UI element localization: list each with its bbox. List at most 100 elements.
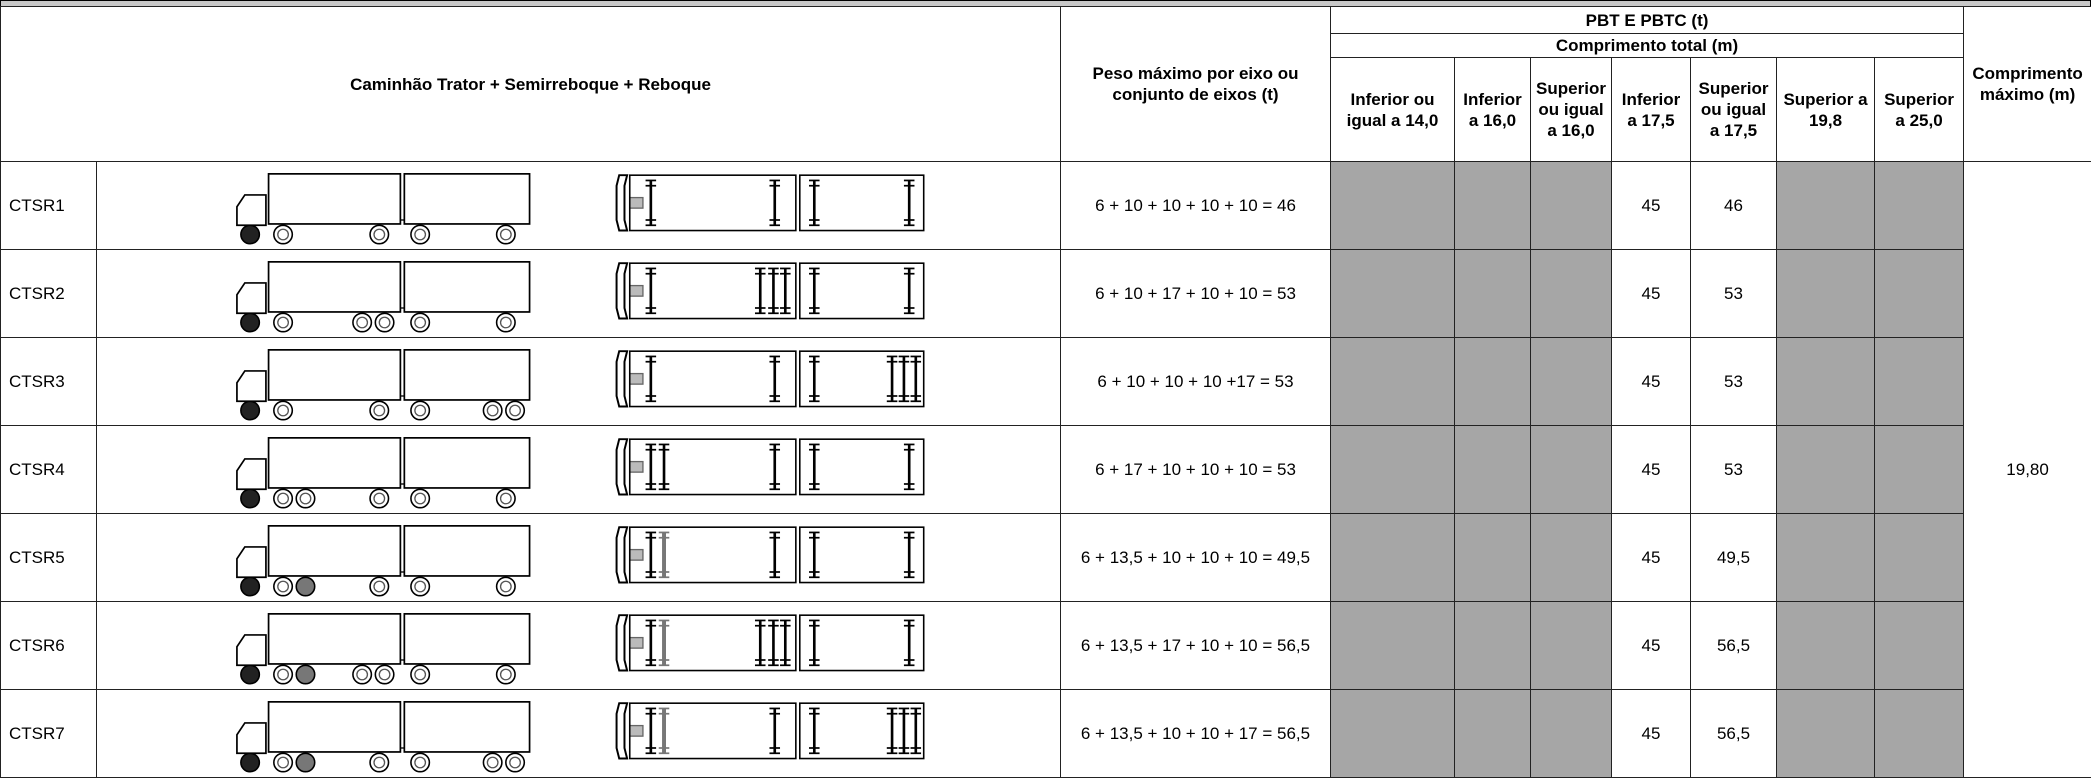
length-column-header: Superior ou igual a 16,0	[1530, 57, 1612, 162]
vehicle-part	[373, 404, 386, 417]
vehicle-part	[277, 580, 289, 593]
vehicle-part	[273, 224, 294, 245]
vehicle-part	[356, 316, 369, 329]
weight-formula: 6 + 13,5 + 10 + 10 + 10 = 49,5	[1060, 513, 1331, 602]
empty-cell	[1330, 249, 1455, 338]
max-length-header: Comprimento máximo (m)	[1963, 6, 2091, 162]
empty-cell	[1454, 425, 1531, 514]
empty-cell	[1330, 513, 1455, 602]
vehicle-part	[236, 546, 267, 579]
empty-cell	[1330, 337, 1455, 426]
vehicle-top	[799, 262, 925, 320]
empty-cell	[1873, 601, 1965, 690]
length-column-header: Superior a 25,0	[1873, 57, 1965, 162]
table-row: CTSR2 6 + 10 + 17 + 10 + 10 = 53 45 53	[0, 249, 2091, 338]
vehicle-part	[240, 224, 261, 245]
table-row: CTSR3 6 + 10 + 10 + 10 +17 = 53 45 53	[0, 337, 2091, 426]
diagram-svg	[236, 173, 925, 245]
vehicle-part	[482, 752, 503, 773]
vehicle-top	[799, 614, 925, 672]
vehicle-diagram	[96, 513, 1061, 602]
vehicle-part	[374, 664, 395, 685]
vehicle-top	[629, 636, 644, 649]
pbt-header: PBT E PBTC (t)	[1329, 6, 1965, 34]
vehicle-part	[403, 173, 531, 225]
empty-cell	[1454, 161, 1531, 250]
vehicle-part	[410, 488, 431, 509]
table-row: CTSR6 6 + 13,5 + 17 + 10 + 10 = 56,5 45 56,…	[0, 601, 2091, 690]
vehicle-top	[615, 174, 629, 232]
vehicle-part	[505, 400, 526, 421]
vehicle-top	[628, 702, 797, 760]
vehicle-part	[273, 664, 294, 685]
vehicle-part	[373, 580, 386, 593]
vehicle-top	[799, 174, 925, 232]
vehicle-part	[414, 404, 427, 417]
vehicle-part	[273, 752, 294, 773]
empty-cell	[1873, 161, 1965, 250]
vehicle-part	[373, 756, 386, 769]
vehicle-part	[295, 488, 316, 509]
weight-formula: 6 + 10 + 10 + 10 + 10 = 46	[1060, 161, 1331, 250]
weight-formula: 6 + 13,5 + 10 + 10 + 17 = 56,5	[1060, 689, 1331, 778]
vehicle-part	[414, 580, 427, 593]
vehicle-part	[495, 576, 516, 597]
vehicle-part	[299, 492, 312, 505]
vehicle-part	[273, 576, 294, 597]
empty-cell	[1330, 689, 1455, 778]
vehicle-part	[373, 492, 386, 505]
pbt-from-17-5: 53	[1690, 337, 1777, 426]
vehicle-part	[369, 488, 390, 509]
vehicle-part	[267, 525, 402, 577]
empty-cell	[1873, 249, 1965, 338]
empty-cell	[1330, 601, 1455, 690]
empty-cell	[1454, 601, 1531, 690]
vehicle-part	[352, 664, 373, 685]
length-column-header: Inferior ou igual a 14,0	[1330, 57, 1455, 162]
length-column-header: Inferior a 16,0	[1454, 57, 1531, 162]
vehicle-part	[414, 228, 427, 241]
vehicle-part	[240, 576, 261, 597]
vehicle-part	[240, 752, 261, 773]
vehicle-part	[277, 316, 289, 329]
diagram-svg	[236, 349, 925, 421]
diagram-svg	[236, 437, 925, 509]
empty-cell	[1530, 161, 1612, 250]
vehicle-part	[236, 458, 267, 491]
pbt-below-17-5: 45	[1611, 601, 1691, 690]
empty-cell	[1776, 249, 1875, 338]
pbt-below-17-5: 45	[1611, 425, 1691, 514]
vehicle-part	[410, 576, 431, 597]
empty-cell	[1873, 425, 1965, 514]
vehicle-part	[267, 349, 402, 401]
vehicle-part	[495, 664, 516, 685]
row-code: CTSR7	[0, 689, 97, 778]
vehicle-part	[236, 370, 267, 403]
empty-cell	[1330, 425, 1455, 514]
empty-cell	[1530, 249, 1612, 338]
empty-cell	[1530, 513, 1612, 602]
vehicle-part	[495, 224, 516, 245]
vehicle-diagram	[96, 337, 1061, 426]
vehicle-part	[267, 701, 402, 753]
table-row: CTSR1 6 + 10 + 10 + 10 + 10 = 46 45 46 19,80	[0, 161, 2091, 778]
vehicle-part	[486, 404, 499, 417]
pbt-from-17-5: 46	[1690, 161, 1777, 250]
vehicle-part	[486, 756, 499, 769]
vehicle-part	[403, 437, 531, 489]
vehicle-part	[369, 224, 390, 245]
vehicle-part	[267, 613, 402, 665]
weight-formula: 6 + 10 + 17 + 10 + 10 = 53	[1060, 249, 1331, 338]
vehicle-part	[374, 312, 395, 333]
empty-cell	[1530, 425, 1612, 514]
vehicle-top	[799, 526, 925, 584]
vehicle-part	[273, 488, 294, 509]
pbt-from-17-5: 53	[1690, 425, 1777, 514]
empty-cell	[1776, 425, 1875, 514]
vehicle-part	[509, 756, 521, 769]
vehicle-top	[615, 438, 629, 496]
vehicle-part	[410, 752, 431, 773]
vehicle-part	[414, 756, 427, 769]
diagram-svg	[236, 613, 925, 685]
empty-cell	[1330, 161, 1455, 250]
